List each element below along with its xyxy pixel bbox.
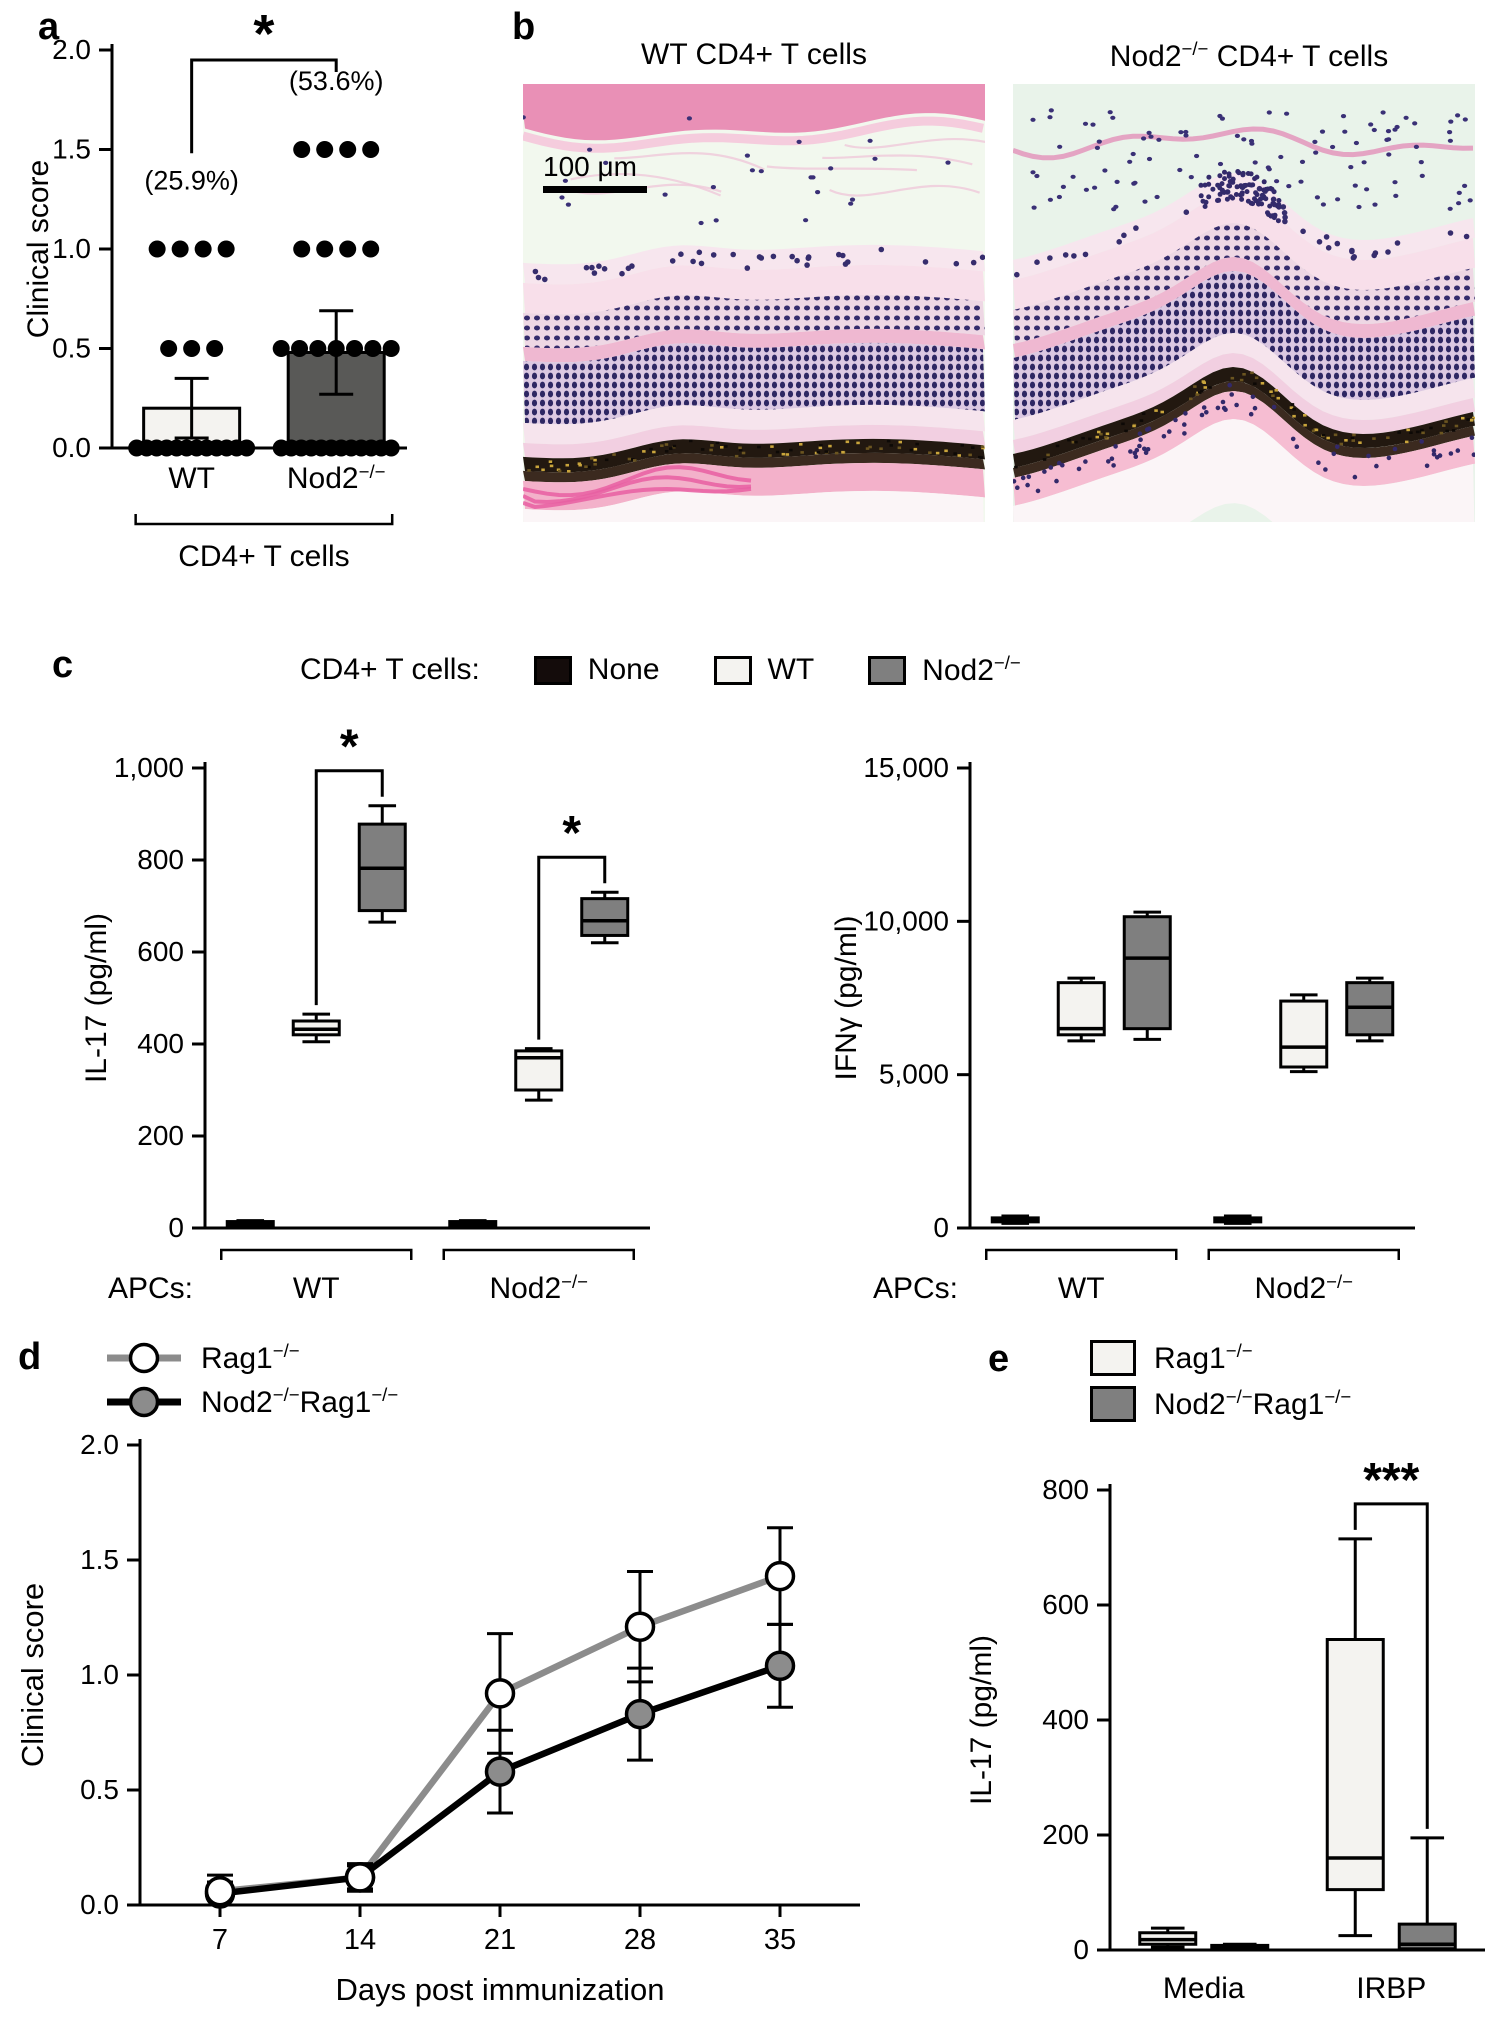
legend-marker-icon [107,1386,181,1418]
svg-text:*: * [253,8,274,64]
svg-text:(25.9%): (25.9%) [144,165,239,195]
panel-b-right-title: Nod2−/− CD4+ T cells [1109,38,1389,73]
svg-text:2.0: 2.0 [52,34,91,65]
panel-c-legend-label: CD4+ T cells: [300,653,480,686]
svg-text:0: 0 [933,1212,949,1243]
svg-text:400: 400 [137,1028,184,1059]
legend-label: Rag1−/− [201,1340,300,1375]
svg-text:15,000: 15,000 [863,752,949,783]
svg-text:21: 21 [484,1924,516,1956]
svg-text:0.0: 0.0 [52,432,91,463]
svg-text:2.0: 2.0 [80,1429,119,1460]
svg-text:400: 400 [1042,1704,1089,1735]
d-legend-item-1: Nod2−/−Rag1−/− [105,1384,398,1420]
panel-b: WT CD4+ T cells Nod2−/− CD4+ T cells 100… [505,0,1499,545]
svg-text:0: 0 [168,1212,184,1243]
legend-label: None [587,653,660,686]
svg-text:APCs:: APCs: [873,1272,958,1305]
svg-text:200: 200 [1042,1819,1089,1850]
svg-text:600: 600 [137,936,184,967]
svg-text:***: *** [1363,1454,1419,1507]
panel-label-c: c [52,644,74,686]
svg-text:IL-17 (pg/ml): IL-17 (pg/ml) [80,913,113,1083]
legend-swatch [868,655,907,685]
svg-text:35: 35 [764,1924,796,1956]
panel-d-legend: Rag1−/− Nod2−/−Rag1−/− [105,1340,398,1420]
svg-text:0.5: 0.5 [52,333,91,364]
svg-text:WT: WT [293,1272,340,1305]
svg-text:WT: WT [1058,1272,1105,1305]
legend-swatch [533,655,572,685]
svg-text:1.5: 1.5 [52,134,91,165]
svg-text:1,000: 1,000 [114,752,184,783]
legend-label: WT [767,653,815,686]
panel-label-d: d [18,1336,42,1378]
d-legend-item-0: Rag1−/− [105,1340,398,1376]
svg-text:Nod2−/−: Nod2−/− [489,1271,588,1306]
panel-label-e: e [988,1338,1010,1380]
panel-e-legend: Rag1−/− Nod2−/−Rag1−/− [1090,1340,1351,1422]
legend-swatch [713,655,752,685]
svg-text:800: 800 [137,844,184,875]
svg-text:200: 200 [137,1120,184,1151]
legend-label: Nod2−/−Rag1−/− [1154,1386,1352,1421]
svg-text:0: 0 [1073,1934,1089,1965]
legend-swatch [1090,1386,1136,1422]
svg-text:1.5: 1.5 [80,1544,119,1575]
svg-text:CD4+ T cells: CD4+ T cells [178,540,349,573]
svg-text:IFNγ (pg/ml): IFNγ (pg/ml) [830,916,863,1081]
svg-text:7: 7 [212,1924,228,1956]
svg-text:14: 14 [344,1924,376,1956]
svg-text:*: * [340,721,359,774]
panel-a-clinical-score-chart: 0.00.51.01.52.0(25.9%)(53.6%)*WT Nod2−/−C… [22,8,407,573]
svg-text:Clinical score: Clinical score [22,160,55,338]
histology-image-wt: 100 μm [523,84,985,522]
svg-text:Nod2−/−: Nod2−/− [287,461,386,496]
svg-text:1.0: 1.0 [52,233,91,264]
cd4-legend-item-0: None [533,653,660,687]
svg-text:WT: WT [168,462,215,495]
histology-image-nod2 [1013,84,1475,522]
svg-text:Clinical score: Clinical score [15,1583,50,1767]
legend-swatch [1090,1340,1136,1376]
legend-label: Nod2−/− [922,652,1021,687]
svg-text:1.0: 1.0 [80,1659,119,1690]
panel-e-il17-chart: 0 200 400 600 800 Media *** IRBP IL-17 (pg/ml) [965,1454,1485,2005]
svg-text:*: * [562,807,581,860]
svg-text:28: 28 [624,1924,656,1956]
legend-label: Nod2−/−Rag1−/− [201,1384,399,1419]
svg-text:0.5: 0.5 [80,1774,119,1805]
svg-text:Media: Media [1163,1972,1245,2005]
svg-text:10,000: 10,000 [863,905,949,936]
svg-text:600: 600 [1042,1589,1089,1620]
legend-marker-icon [107,1342,181,1374]
svg-text:Nod2−/−: Nod2−/− [1254,1271,1353,1306]
e-legend-item-0: Rag1−/− [1090,1340,1351,1376]
panel-d-clinical-score-chart: 0.0 0.5 1.0 1.5 2.0 7 14 21 28 35 Days post immuni… [15,1429,860,2007]
svg-text:Days post immunization: Days post immunization [335,1972,664,2007]
panel-label-a: a [38,6,60,48]
cd4-legend-item-1: WT [713,653,815,687]
svg-text:APCs:: APCs: [108,1272,193,1305]
panel-b-left-title: WT CD4+ T cells [641,38,867,71]
svg-text:100 μm: 100 μm [543,151,637,182]
svg-text:5,000: 5,000 [879,1059,949,1090]
svg-text:0.0: 0.0 [80,1889,119,1920]
cd4-legend-item-2: Nod2−/− [868,652,1021,688]
svg-text:800: 800 [1042,1474,1089,1505]
panel-c-legend: CD4+ T cells: None WT Nod2−/− [300,652,1021,688]
panel-label-b: b [512,6,536,48]
svg-text:IL-17 (pg/ml): IL-17 (pg/ml) [965,1635,998,1805]
svg-text:IRBP: IRBP [1356,1972,1426,2005]
panel-c-ifng-chart: 0 5,000 10,000 15,000 WT Nod2−/− APCs: IFNγ (pg… [830,752,1415,1306]
panel-c-il17-chart: 0 200 400 600 800 1,000 * WT * Nod2−/− APCs: IL-17 … [80,721,650,1306]
legend-label: Rag1−/− [1154,1340,1253,1375]
e-legend-item-1: Nod2−/−Rag1−/− [1090,1386,1351,1422]
